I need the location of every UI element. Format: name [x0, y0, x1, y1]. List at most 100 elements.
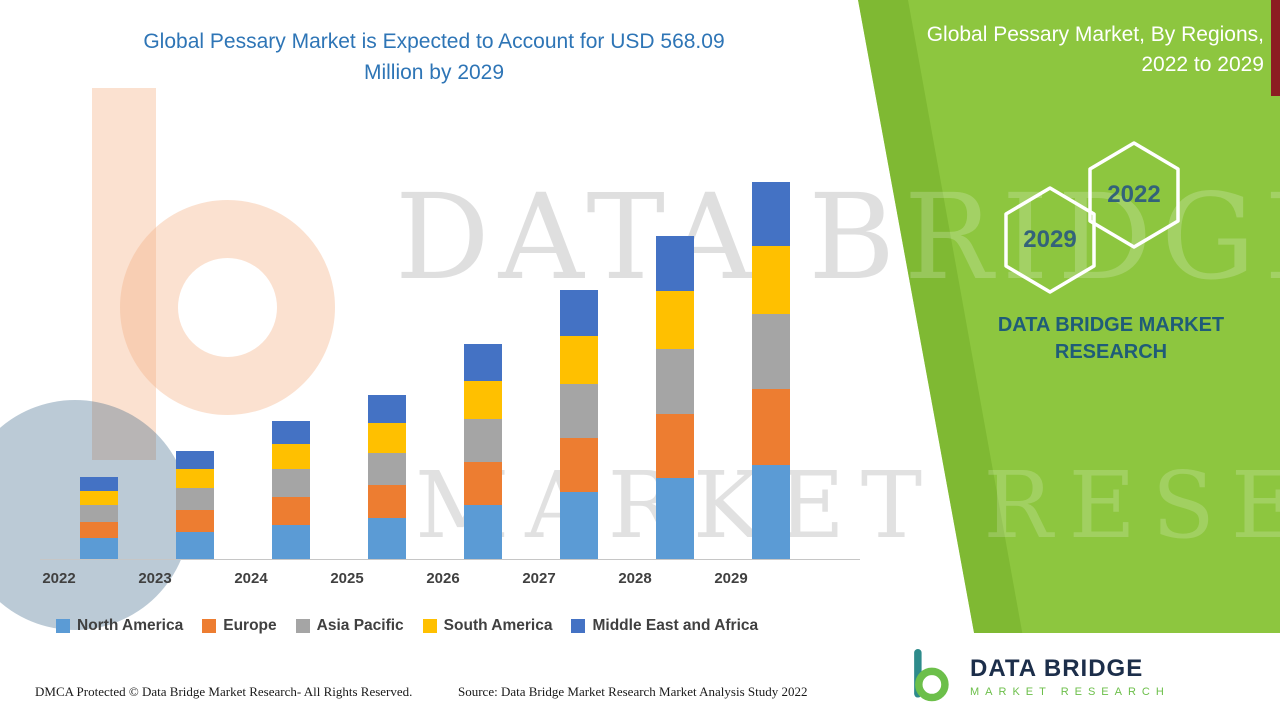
legend-swatch-icon [422, 619, 437, 633]
axis-label-2023: 2023 [138, 570, 172, 587]
legend-label: Asia Pacific [316, 617, 404, 634]
legend-item-middle-east-and-africa: Middle East and Africa [571, 617, 758, 635]
axis-label-2022: 2022 [42, 570, 76, 587]
axis-label-2024: 2024 [234, 570, 268, 587]
axis-label-2026: 2026 [426, 570, 460, 587]
bar-segment-2029-middle-east-and-africa [752, 182, 790, 247]
legend-item-europe: Europe [202, 617, 277, 635]
bar-2029 [752, 182, 790, 559]
side-panel: DATA BRIDGE MARKET RESEARCH Global Pessa… [850, 0, 1280, 720]
legend-swatch-icon [56, 619, 70, 633]
bar-segment-2022-middle-east-and-africa [80, 476, 118, 491]
bar-segment-2027-europe [560, 438, 598, 492]
chart-legend: North America Europe Asia Pacific South Ame… [56, 617, 846, 635]
x-axis-line [40, 559, 860, 560]
legend-label: South America [443, 617, 553, 634]
bar-segment-2027-middle-east-and-africa [560, 290, 598, 337]
panel-watermark-line1: DATA BRIDGE [850, 168, 1280, 306]
bar-segment-2024-middle-east-and-africa [272, 421, 310, 445]
bar-segment-2028-north-america [656, 478, 694, 559]
bar-segment-2023-europe [176, 509, 214, 532]
bar-segment-2028-asia-pacific [656, 349, 694, 414]
bar-segment-2022-north-america [80, 538, 118, 559]
bar-segment-2027-north-america [560, 491, 598, 559]
bar-segment-2026-asia-pacific [464, 419, 502, 463]
bar-segment-2029-south-america [752, 246, 790, 315]
legend-swatch-icon [202, 619, 217, 633]
bar-segment-2023-asia-pacific [176, 488, 214, 510]
bar-2022 [80, 476, 118, 559]
company-logo-text: DATA BRIDGE MARKET RESEARCH [970, 655, 1170, 698]
legend-label: Middle East and Africa [592, 617, 759, 634]
bar-2024 [272, 421, 310, 559]
legend-swatch-icon [571, 619, 586, 633]
company-logo-area: DATA BRIDGE MARKET RESEARCH [868, 633, 1280, 720]
panel-brand-line1: DATA BRIDGE MARKET [997, 314, 1225, 336]
legend-item-asia-pacific: Asia Pacific [295, 617, 404, 635]
bar-2027 [560, 290, 598, 559]
bar-segment-2025-middle-east-and-africa [368, 395, 406, 423]
corner-accent-shape [1271, 0, 1280, 96]
panel-watermark-line2: MARKET RESEARCH [858, 452, 1280, 559]
bar-2028 [656, 235, 694, 559]
bar-segment-2023-north-america [176, 531, 214, 559]
bar-segment-2025-europe [368, 485, 406, 518]
legend-item-north-america: North America [56, 617, 183, 635]
axis-label-2025: 2025 [330, 570, 364, 587]
bar-segment-2025-north-america [368, 517, 406, 559]
bar-segment-2029-europe [752, 389, 790, 465]
bar-segment-2027-south-america [560, 336, 598, 385]
hexagon-2022: 2022 [1086, 140, 1182, 250]
bar-segment-2022-europe [80, 521, 118, 539]
bar-segment-2024-south-america [272, 444, 310, 469]
bar-segment-2025-south-america [368, 422, 406, 453]
hexagon-outline-icon [1004, 186, 1096, 294]
bar-segment-2022-asia-pacific [80, 505, 118, 522]
legend-label: Europe [223, 617, 277, 634]
legend-swatch-icon [295, 619, 310, 633]
bar-segment-2023-middle-east-and-africa [176, 450, 214, 469]
bar-2025 [368, 395, 406, 559]
panel-title: Global Pessary Market, By Regions, 2022 … [874, 20, 1264, 80]
bar-segment-2026-north-america [464, 505, 502, 559]
axis-label-2027: 2027 [522, 570, 556, 587]
axis-label-2029: 2029 [714, 570, 748, 587]
bar-segment-2023-south-america [176, 468, 214, 489]
hexagon-2022-label: 2022 [1107, 181, 1161, 208]
footer-source-text: Source: Data Bridge Market Research Mark… [458, 684, 808, 699]
panel-title-line2: 2022 to 2029 [1141, 53, 1264, 76]
bar-segment-2025-asia-pacific [368, 452, 406, 486]
hexagon-2029-label: 2029 [1023, 226, 1077, 253]
bar-segment-2024-asia-pacific [272, 468, 310, 497]
bar-segment-2029-north-america [752, 464, 790, 559]
bar-segment-2028-middle-east-and-africa [656, 235, 694, 291]
hexagon-2029: 2029 [1002, 185, 1098, 295]
bar-segment-2028-europe [656, 413, 694, 479]
bar-segment-2026-south-america [464, 380, 502, 419]
panel-title-line1: Global Pessary Market, By Regions, [926, 23, 1264, 46]
chart-title-line2: Million by 2029 [363, 61, 505, 84]
hexagon-outline-icon [1088, 141, 1180, 249]
bar-segment-2024-europe [272, 496, 310, 525]
axis-label-2028: 2028 [618, 570, 652, 587]
bar-segment-2026-europe [464, 462, 502, 506]
bar-segment-2026-middle-east-and-africa [464, 344, 502, 381]
footer-dmca-text: DMCA Protected © Data Bridge Market Rese… [35, 684, 413, 699]
bar-segment-2029-asia-pacific [752, 314, 790, 390]
chart-title: Global Pessary Market is Expected to Acc… [88, 26, 780, 88]
legend-item-south-america: South America [422, 617, 553, 635]
chart-title-line1: Global Pessary Market is Expected to Acc… [143, 30, 725, 53]
company-logo-subtitle: MARKET RESEARCH [970, 686, 1170, 698]
bar-segment-2027-asia-pacific [560, 384, 598, 439]
x-axis-labels: 2022 2023 2024 2025 2026 2027 2028 2029 [40, 570, 860, 594]
bar-segment-2022-south-america [80, 490, 118, 506]
panel-brand-text: DATA BRIDGE MARKET RESEARCH [946, 312, 1276, 366]
legend-label: North America [77, 617, 184, 634]
bar-2023 [176, 450, 214, 559]
panel-brand-line2: RESEARCH [1054, 341, 1168, 363]
bar-segment-2024-north-america [272, 524, 310, 559]
bar-segment-2028-south-america [656, 290, 694, 350]
company-logo-icon [914, 648, 949, 701]
stacked-bar-chart [40, 180, 860, 560]
company-logo-name: DATA BRIDGE [970, 655, 1144, 682]
